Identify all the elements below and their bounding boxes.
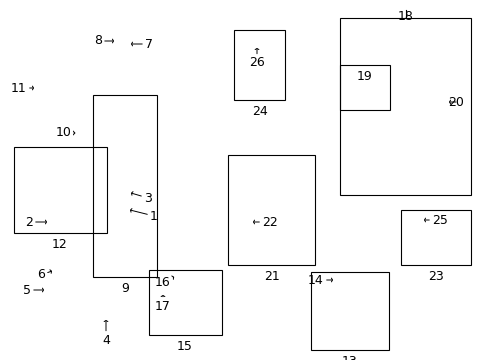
Text: 6: 6	[37, 269, 51, 282]
Bar	[339, 18, 470, 195]
Text: 25: 25	[424, 213, 447, 226]
Text: 24: 24	[252, 105, 267, 118]
Bar	[234, 30, 285, 100]
Bar	[93, 95, 157, 277]
Text: 8: 8	[94, 35, 113, 48]
Text: 18: 18	[397, 10, 413, 23]
Bar	[14, 147, 107, 233]
Text: 17: 17	[155, 296, 171, 312]
Text: 16: 16	[155, 275, 173, 288]
Text: 21: 21	[264, 270, 279, 283]
Bar	[339, 65, 389, 110]
Text: 19: 19	[356, 70, 372, 83]
Text: 5: 5	[23, 284, 43, 297]
Text: 9: 9	[121, 282, 129, 295]
Text: 3: 3	[131, 192, 152, 204]
Bar	[149, 270, 222, 335]
Text: 26: 26	[248, 49, 264, 69]
Text: 10: 10	[56, 126, 75, 139]
Text: 23: 23	[427, 270, 443, 283]
Bar	[310, 272, 388, 350]
Text: 2: 2	[25, 216, 46, 229]
Text: 4: 4	[102, 320, 110, 346]
Text: 1: 1	[130, 208, 158, 222]
Text: 13: 13	[342, 355, 357, 360]
Text: 22: 22	[253, 216, 277, 229]
Bar	[227, 155, 314, 265]
Text: 12: 12	[52, 238, 68, 251]
Bar	[400, 210, 470, 265]
Text: 7: 7	[131, 37, 153, 50]
Text: 15: 15	[177, 340, 193, 353]
Text: 20: 20	[447, 95, 463, 108]
Text: 14: 14	[307, 274, 332, 287]
Text: 11: 11	[11, 81, 33, 94]
